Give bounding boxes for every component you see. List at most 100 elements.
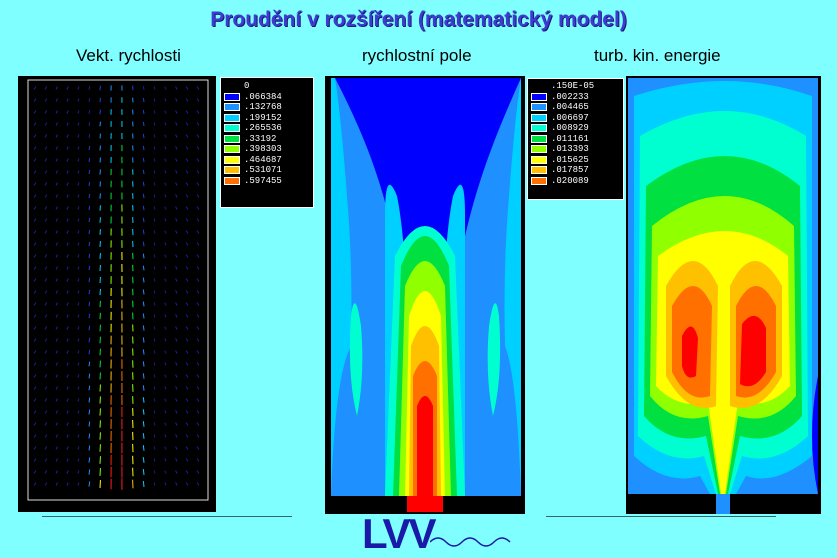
velocity-vector xyxy=(66,146,69,150)
velocity-vector xyxy=(88,157,91,163)
velocity-vector xyxy=(33,206,37,210)
velocity-vector xyxy=(77,374,80,378)
velocity-vector xyxy=(33,254,37,258)
velocity-vector xyxy=(77,110,80,114)
velocity-vector xyxy=(33,86,37,90)
velocity-vector xyxy=(196,98,200,102)
velocity-vector xyxy=(196,422,200,426)
velocity-vector xyxy=(153,170,156,174)
velocity-vector xyxy=(153,98,156,102)
velocity-vector xyxy=(44,86,48,90)
velocity-vector xyxy=(88,373,91,379)
velocity-vector xyxy=(88,361,91,367)
velocity-vector xyxy=(142,97,145,103)
velocity-vector xyxy=(164,482,167,486)
velocity-vector xyxy=(175,158,178,162)
tke-legend-row: .011161 xyxy=(528,134,623,145)
velocity-vector xyxy=(164,434,167,438)
velocity-legend-value: .199152 xyxy=(244,112,282,123)
tke-legend-swatch xyxy=(531,113,547,122)
velocity-vector xyxy=(153,362,156,366)
velocity-vector xyxy=(164,242,167,246)
velocity-legend-value: .531071 xyxy=(244,165,282,176)
velocity-vector xyxy=(185,314,189,318)
velocity-vector xyxy=(44,122,48,126)
velocity-vector xyxy=(33,122,37,126)
velocity-vector xyxy=(185,278,189,282)
velocity-vector xyxy=(77,398,80,402)
velocity-vector xyxy=(142,325,145,331)
velocity-legend-row: 0 xyxy=(221,81,313,92)
velocity-vector xyxy=(153,326,156,330)
velocity-legend-row: .398303 xyxy=(221,144,313,155)
velocity-vector xyxy=(88,134,91,138)
velocity-vector xyxy=(33,170,37,174)
velocity-vector xyxy=(164,110,167,114)
velocity-vector xyxy=(185,194,189,198)
velocity-vector xyxy=(77,194,80,198)
velocity-vector xyxy=(55,278,58,282)
velocity-vector xyxy=(55,122,58,126)
velocity-vector xyxy=(164,470,167,474)
velocity-vector xyxy=(55,230,58,234)
velocity-vector xyxy=(77,170,80,174)
velocity-vector xyxy=(33,134,37,138)
velocity-vector xyxy=(175,350,178,354)
velocity-vector xyxy=(44,266,48,270)
velocity-vector xyxy=(142,217,145,223)
velocity-vector xyxy=(175,458,178,462)
velocity-vector xyxy=(77,266,80,270)
velocity-vector xyxy=(164,410,167,414)
velocity-vector xyxy=(153,134,156,138)
velocity-vector xyxy=(153,230,156,234)
velocity-vector xyxy=(88,313,91,319)
velocity-vector xyxy=(185,218,189,222)
tke-legend-swatch xyxy=(531,124,547,133)
velocity-legend: 0.066384.132768.199152.265536.33192.3983… xyxy=(220,77,314,208)
velocity-vector xyxy=(153,386,156,390)
velocity-vector xyxy=(88,146,91,150)
velocity-vector xyxy=(77,470,80,474)
velocity-legend-swatch xyxy=(224,166,240,175)
wave-decoration xyxy=(430,537,511,547)
velocity-vector xyxy=(153,374,156,378)
velocity-vector xyxy=(164,254,167,258)
velocity-vector xyxy=(175,122,178,126)
tke-legend-row: .020089 xyxy=(528,176,623,187)
velocity-vector xyxy=(175,242,178,246)
velocity-vector xyxy=(66,326,69,330)
velocity-vector-plot xyxy=(18,76,216,512)
velocity-vector xyxy=(33,242,37,246)
velocity-vector xyxy=(33,398,37,402)
tke-legend-swatch xyxy=(531,145,547,154)
velocity-vector xyxy=(153,482,156,486)
velocity-vector xyxy=(33,458,37,462)
velocity-vector xyxy=(88,409,91,415)
velocity-legend-row: .33192 xyxy=(221,134,313,145)
velocity-vector xyxy=(175,290,178,294)
velocity-vector xyxy=(55,170,58,174)
velocity-vector xyxy=(196,278,200,282)
label-velocity-field: rychlostní pole xyxy=(362,46,472,65)
velocity-vector xyxy=(44,410,48,414)
tke-legend-value: .004465 xyxy=(551,102,589,113)
velocity-legend-value: .265536 xyxy=(244,123,282,134)
velocity-vector xyxy=(142,457,145,463)
velocity-vector xyxy=(175,374,178,378)
velocity-vector xyxy=(77,482,80,486)
velocity-vector xyxy=(88,481,91,487)
velocity-vector xyxy=(66,266,69,270)
velocity-vector xyxy=(185,386,189,390)
velocity-vector xyxy=(142,86,145,90)
velocity-vector xyxy=(185,350,189,354)
velocity-vector xyxy=(175,266,178,270)
velocity-vector xyxy=(142,445,145,451)
velocity-vector xyxy=(175,470,178,474)
velocity-vector xyxy=(55,446,58,450)
velocity-vector xyxy=(44,290,48,294)
velocity-vector xyxy=(164,398,167,402)
label-turbulent-kinetic-energy: turb. kin. energie xyxy=(594,46,721,65)
velocity-vector xyxy=(196,194,200,198)
velocity-legend-value: .132768 xyxy=(244,102,282,113)
velocity-legend-swatch xyxy=(224,145,240,154)
